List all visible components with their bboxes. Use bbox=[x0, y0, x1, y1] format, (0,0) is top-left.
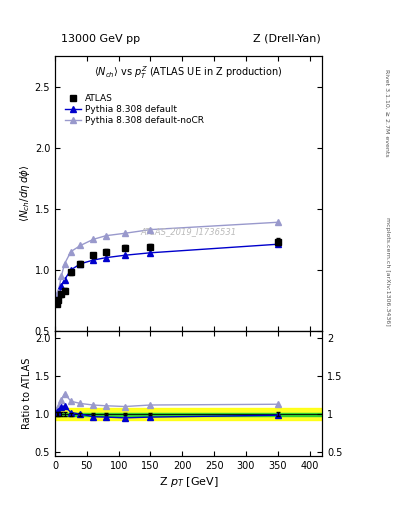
Y-axis label: $\langle N_{ch}/d\eta\, d\phi\rangle$: $\langle N_{ch}/d\eta\, d\phi\rangle$ bbox=[18, 165, 32, 222]
Bar bbox=[55, 408, 322, 420]
Text: $\langle N_{ch}\rangle$ vs $p_T^Z$ (ATLAS UE in Z production): $\langle N_{ch}\rangle$ vs $p_T^Z$ (ATLA… bbox=[94, 65, 283, 81]
Text: Rivet 3.1.10, ≥ 2.7M events: Rivet 3.1.10, ≥ 2.7M events bbox=[385, 69, 389, 157]
Legend: ATLAS, Pythia 8.308 default, Pythia 8.308 default-noCR: ATLAS, Pythia 8.308 default, Pythia 8.30… bbox=[65, 94, 204, 125]
Text: mcplots.cern.ch [arXiv:1306.3436]: mcplots.cern.ch [arXiv:1306.3436] bbox=[385, 217, 389, 326]
Bar bbox=[55, 413, 322, 416]
Text: ATLAS_2019_I1736531: ATLAS_2019_I1736531 bbox=[141, 227, 237, 237]
Text: 13000 GeV pp: 13000 GeV pp bbox=[61, 33, 140, 44]
Y-axis label: Ratio to ATLAS: Ratio to ATLAS bbox=[22, 357, 32, 429]
X-axis label: Z $p_T$ [GeV]: Z $p_T$ [GeV] bbox=[159, 475, 219, 489]
Text: Z (Drell-Yan): Z (Drell-Yan) bbox=[253, 33, 320, 44]
